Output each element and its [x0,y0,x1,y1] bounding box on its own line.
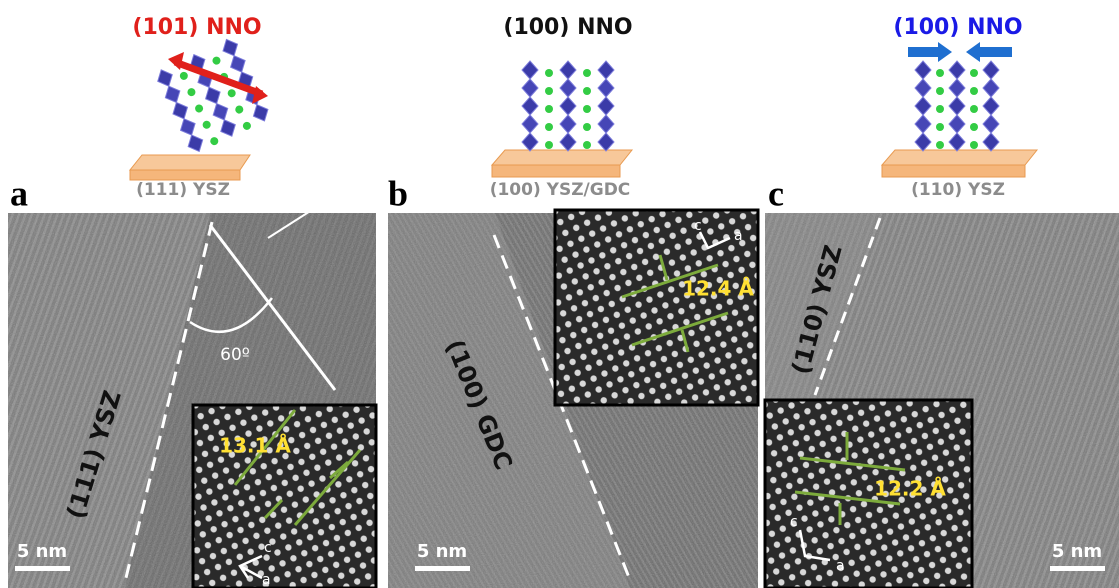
figure: (101) NNO (111) YSZ a (111) YSZ 60º 13.1… [0,0,1119,588]
scale-bar [15,566,70,571]
scale-bar [1050,566,1105,571]
substrate-label: (110) YSZ [911,180,1005,200]
inset-a [193,405,376,588]
substrate-label: (100) YSZ/GDC [490,180,631,200]
spacing-label: 13.1 Å [219,434,291,458]
film-label: (101) NNO [132,15,261,40]
inset-b [555,210,758,405]
axis-label: c [790,514,798,530]
panel-letter: c [768,173,784,213]
schematic-c [882,42,1037,177]
panel-letter: a [10,173,28,213]
axis-label: c [694,218,702,234]
spacing-label: 12.4 Å [682,277,754,301]
film-label: (100) NNO [893,15,1022,40]
axis-label: a [262,572,271,588]
scale-bar-label: 5 nm [1052,541,1102,562]
axis-label: a [734,228,743,244]
spacing-label: 12.2 Å [874,477,946,501]
axis-label: a [836,558,845,574]
schematic-a [130,36,272,180]
film-label: (100) NNO [503,15,632,40]
scale-bar [415,566,470,571]
schematic-b [492,61,632,177]
panel-letter: b [388,173,408,213]
scale-bar-label: 5 nm [17,541,67,562]
substrate-label: (111) YSZ [136,180,230,200]
angle-label: 60º [220,345,250,365]
scale-bar-label: 5 nm [417,541,467,562]
axis-label: c [264,540,272,556]
